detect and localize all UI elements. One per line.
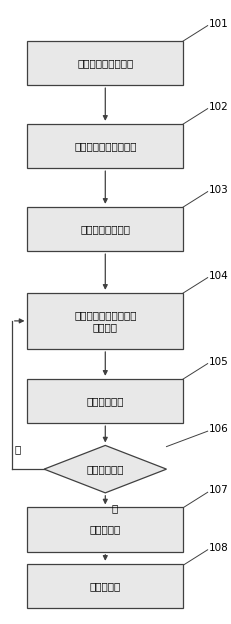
Text: 是: 是 (111, 504, 117, 514)
Text: 设定搜索参数: 设定搜索参数 (86, 396, 124, 406)
Text: 记录超剥点: 记录超剥点 (89, 525, 120, 535)
Text: 获取目标地震数据: 获取目标地震数据 (80, 224, 130, 234)
FancyBboxPatch shape (27, 207, 182, 251)
Text: 输入不整合面层位数据: 输入不整合面层位数据 (74, 141, 136, 151)
Text: 105: 105 (208, 357, 228, 367)
Text: 101: 101 (208, 19, 228, 29)
Text: 108: 108 (208, 543, 228, 553)
FancyBboxPatch shape (27, 293, 182, 349)
Text: 是否满足要求: 是否满足要求 (86, 464, 124, 474)
FancyBboxPatch shape (27, 563, 182, 608)
Text: 输出超剥线: 输出超剥线 (89, 581, 120, 591)
Text: 103: 103 (208, 185, 228, 195)
FancyBboxPatch shape (27, 507, 182, 552)
FancyBboxPatch shape (27, 41, 182, 85)
Text: 输入三维地震数据体: 输入三维地震数据体 (77, 58, 133, 68)
Polygon shape (44, 446, 166, 493)
Text: 106: 106 (208, 424, 228, 434)
Text: 102: 102 (208, 102, 228, 112)
Text: 将目标地震数据转换成
字符数据: 将目标地震数据转换成 字符数据 (74, 310, 136, 332)
Text: 否: 否 (14, 444, 20, 454)
FancyBboxPatch shape (27, 379, 182, 423)
FancyBboxPatch shape (27, 124, 182, 168)
Text: 107: 107 (208, 485, 228, 495)
Text: 104: 104 (208, 271, 228, 281)
